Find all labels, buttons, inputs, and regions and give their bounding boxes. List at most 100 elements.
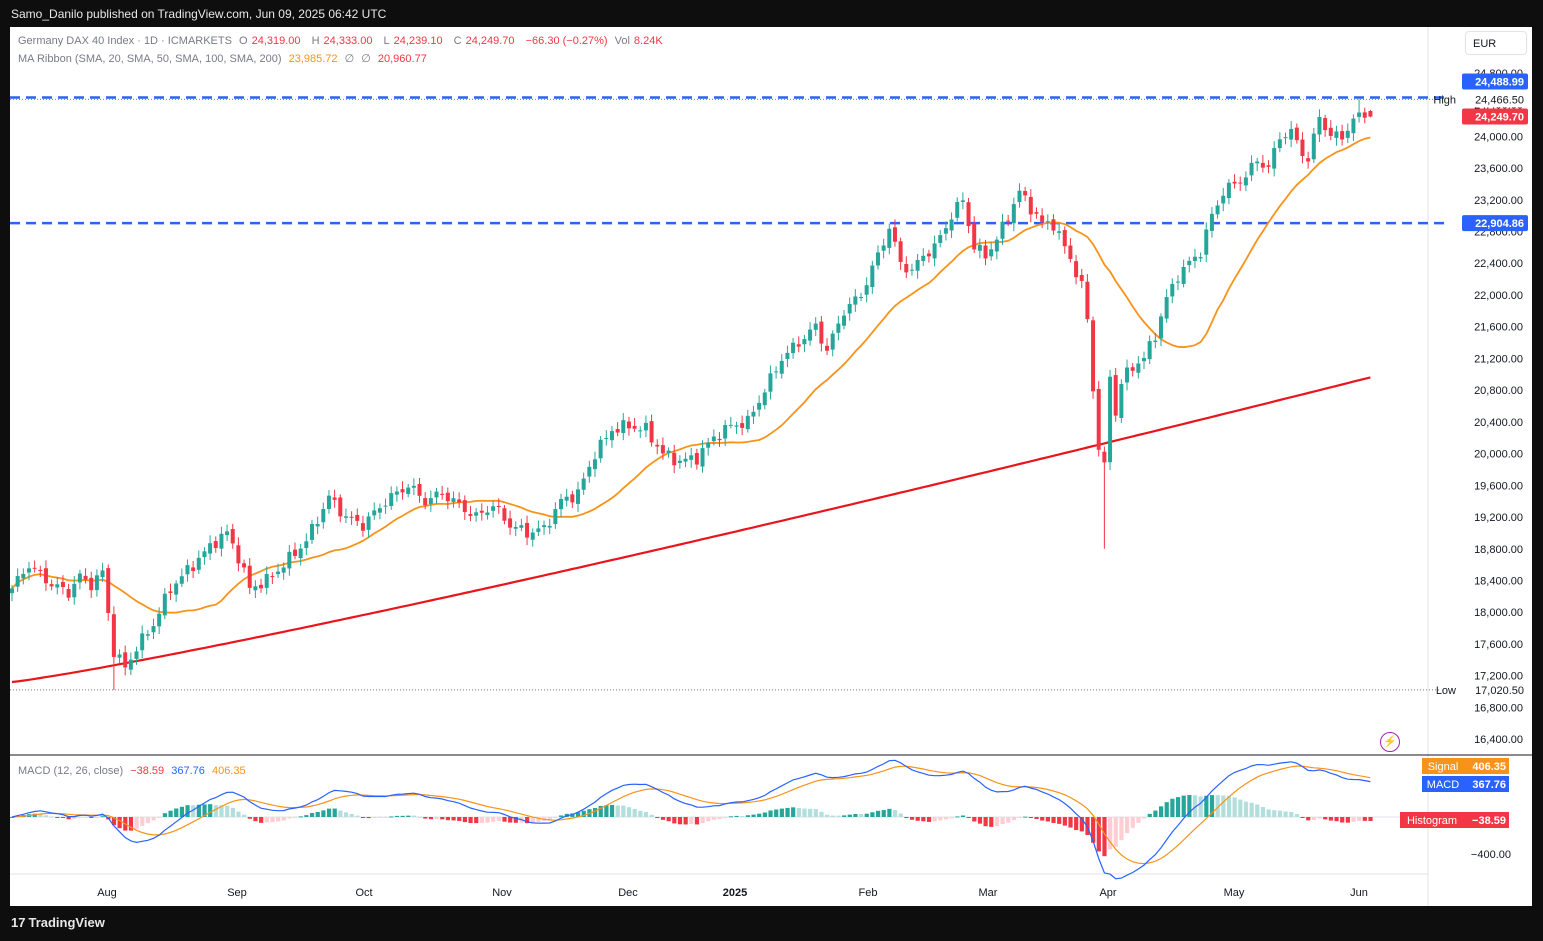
candle-body (15, 576, 20, 587)
candle-body (632, 425, 637, 429)
candle-body (960, 200, 965, 202)
candle-body (1142, 358, 1146, 362)
macd-histogram-bar (276, 817, 281, 822)
macd-histogram-bar (60, 817, 66, 818)
macd-histogram-bar (643, 811, 649, 817)
candle-body (615, 429, 620, 433)
candle-body (564, 496, 569, 501)
macd-histogram-bar (445, 817, 451, 821)
macd-histogram-bar (717, 817, 722, 820)
macd-histogram-bar (887, 808, 892, 817)
candle-body (434, 491, 439, 498)
macd-histogram-bar (672, 817, 677, 824)
y-tick-label: 22,000.00 (1474, 290, 1523, 302)
macd-histogram-bar (1136, 817, 1141, 823)
macd-histogram-bar (253, 817, 258, 822)
macd-line-tag-label: MACD (1427, 779, 1459, 791)
macd-histogram-bar (196, 804, 201, 817)
y-tick-label: 19,600.00 (1474, 480, 1523, 492)
lightning-icon[interactable]: ⚡ (1380, 732, 1400, 752)
macd-histogram-bar (615, 805, 620, 817)
macd-histogram-bar (1068, 817, 1073, 828)
candle-body (1255, 161, 1260, 164)
macd-hist-tag-label-bg (1400, 812, 1464, 828)
candle-body (734, 425, 739, 427)
macd-histogram-bar (326, 808, 332, 817)
macd-histogram-bar (825, 814, 830, 817)
tradingview-logo[interactable]: 17 TradingView (11, 915, 105, 930)
candle-body (768, 373, 773, 392)
candle-body (309, 524, 314, 540)
candle-body (247, 565, 252, 588)
macd-histogram-bar (870, 812, 875, 817)
candle-body (915, 260, 920, 271)
candle-body (43, 568, 48, 584)
candle-body (94, 575, 99, 591)
x-tick-label: Jun (1350, 887, 1368, 899)
macd-histogram-bar (366, 817, 371, 819)
macd-histogram-bar (1204, 795, 1209, 817)
macd-histogram-bar (728, 816, 734, 818)
ma-ribbon-title[interactable]: MA Ribbon (SMA, 20, SMA, 50, SMA, 100, S… (18, 53, 282, 65)
candle-body (1243, 177, 1248, 186)
support-price-tag-bg (1462, 215, 1528, 232)
candle-body (1108, 376, 1113, 463)
dax-chart[interactable]: 24,800.0024,400.0024,000.0023,600.0023,2… (10, 27, 1532, 906)
candle-body (360, 523, 365, 531)
volume-value: Vol 8.24K (614, 35, 663, 47)
macd-histogram-bar (451, 817, 456, 821)
macd-histogram-bar (655, 817, 660, 818)
candle-body (281, 567, 286, 573)
macd-histogram-bar (411, 815, 417, 817)
candle-body (1147, 341, 1152, 360)
candle-body (134, 651, 139, 659)
candle-body (1209, 213, 1214, 231)
candle-body (445, 492, 450, 502)
candle-body (1215, 205, 1220, 215)
candle-body (411, 485, 416, 488)
candle-body (943, 228, 948, 234)
candle-body (1351, 118, 1356, 134)
macd-histogram-bar (145, 817, 151, 824)
currency-button[interactable]: EUR (1465, 31, 1527, 55)
candle-body (1136, 363, 1141, 373)
macd-histogram-bar (1119, 817, 1124, 841)
macd-histogram-bar (649, 814, 654, 817)
resistance-price-tag: 24,488.99 (1475, 77, 1524, 89)
symbol-title[interactable]: Germany DAX 40 Index · 1D · ICMARKETS (18, 35, 232, 47)
candle-body (1130, 367, 1135, 371)
macd-signal-line (11, 765, 1371, 865)
candle-body (592, 459, 597, 470)
macd-histogram-bar (626, 807, 632, 817)
candle-body (853, 296, 858, 305)
candle-body (213, 541, 218, 548)
macd-histogram-bar (259, 817, 264, 823)
candle-body (683, 458, 688, 462)
candle-body (21, 573, 26, 579)
macd-histogram-bar (343, 812, 349, 817)
candle-body (1204, 229, 1209, 255)
macd-histogram-bar (377, 817, 383, 818)
macd-histogram-bar (768, 810, 773, 817)
candle-body (581, 478, 586, 490)
candle-body (530, 532, 535, 540)
candle-body (468, 513, 473, 516)
candle-body (570, 494, 575, 503)
candle-body (921, 255, 926, 261)
candle-body (174, 583, 179, 595)
low-value: L 24,239.10 (383, 35, 443, 47)
candle-body (525, 522, 530, 538)
candle-body (1226, 182, 1231, 199)
macd-hist-tag-value: −38.59 (1472, 815, 1506, 827)
macd-title[interactable]: MACD (12, 26, close) (18, 765, 124, 777)
macd-histogram-bar (791, 807, 796, 817)
macd-histogram-bar (677, 817, 683, 825)
macd-histogram-bar (485, 817, 490, 823)
candle-body (89, 577, 94, 591)
candle-body (474, 512, 479, 516)
macd-histogram-bar (660, 817, 666, 820)
candle-body (706, 442, 711, 448)
candle-body (77, 573, 82, 583)
macd-histogram-bar (202, 804, 207, 817)
